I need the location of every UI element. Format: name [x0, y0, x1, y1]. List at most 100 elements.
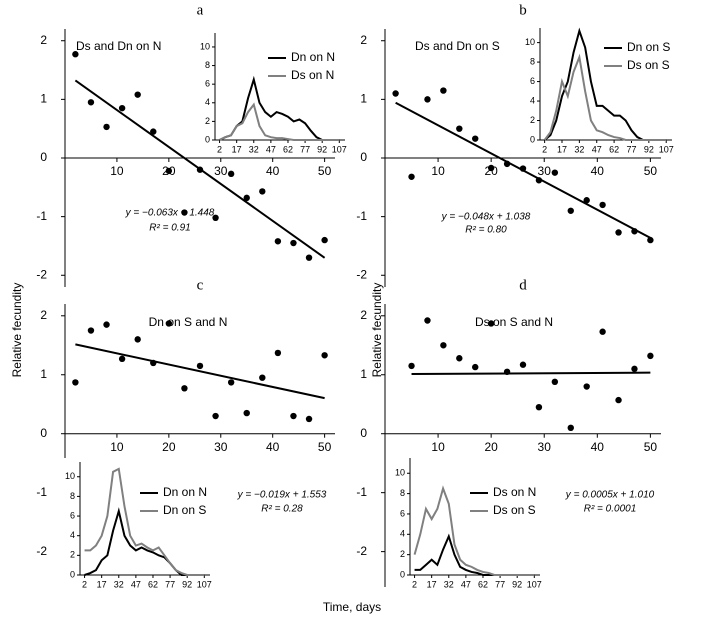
- legend-label: Dn on S: [163, 503, 206, 517]
- x-tick-label: 92: [317, 144, 327, 154]
- series-line: [543, 53, 667, 141]
- panel-title: Ds on S and N: [475, 315, 553, 329]
- legend-label: Ds on N: [493, 485, 536, 499]
- point: [103, 321, 110, 328]
- legend-label: Ds on N: [291, 68, 334, 82]
- point: [456, 125, 463, 132]
- x-tick-label: 62: [283, 144, 293, 154]
- x-tick-label: 107: [527, 579, 542, 589]
- point: [181, 209, 188, 216]
- x-tick-label: 40: [591, 164, 605, 178]
- point: [519, 165, 527, 172]
- point: [321, 352, 328, 359]
- point: [134, 91, 141, 98]
- r-squared: R² = 0.91: [149, 223, 190, 234]
- point: [274, 349, 282, 357]
- x-tick-label: 32: [444, 579, 454, 589]
- point: [456, 355, 463, 362]
- series-line: [219, 102, 340, 141]
- x-tick-label: 62: [478, 579, 488, 589]
- point: [259, 374, 266, 381]
- equation: y = −0.063x + 1.448: [125, 208, 215, 219]
- panel-letter: a: [197, 2, 204, 18]
- y-tick-label: 8: [400, 488, 405, 498]
- y-tick-label: 0: [205, 134, 210, 144]
- x-tick-label: 2: [82, 579, 87, 589]
- y-tick-label: 10: [200, 41, 210, 51]
- y-tick-label: 8: [70, 491, 75, 501]
- point: [165, 320, 173, 327]
- inset-background: [193, 29, 349, 156]
- y-tick-label: 0: [400, 569, 405, 579]
- y-tick-label: 0: [40, 150, 47, 164]
- y-tick-label: 1: [40, 92, 47, 106]
- x-tick-label: 92: [644, 144, 654, 154]
- point: [647, 352, 654, 360]
- y-tick-label: 2: [360, 308, 367, 322]
- point: [243, 409, 250, 417]
- series-line: [84, 467, 205, 576]
- x-tick-label: 50: [644, 440, 658, 454]
- point: [196, 362, 204, 370]
- point: [503, 368, 511, 376]
- series-line: [413, 485, 535, 576]
- trend-line: [411, 371, 651, 376]
- y-tick-label: 6: [400, 508, 405, 518]
- equation: y = −0.048x + 1.038: [441, 212, 531, 223]
- y-tick-label: 0: [70, 569, 75, 579]
- point: [87, 99, 95, 106]
- y-tick-label: 4: [530, 95, 535, 105]
- x-tick-label: 17: [97, 579, 107, 589]
- point: [72, 51, 79, 58]
- point: [150, 359, 157, 367]
- panel-letter: c: [197, 277, 204, 293]
- point: [440, 342, 447, 349]
- y-tick-label: 8: [205, 60, 210, 70]
- panel-letter: d: [519, 277, 527, 293]
- x-tick-label: 10: [431, 440, 445, 454]
- x-tick-label: 10: [110, 164, 124, 178]
- point: [134, 336, 141, 343]
- panel-title: Ds and Dn on N: [76, 39, 161, 53]
- point: [631, 365, 638, 373]
- y-tick-label: 0: [360, 426, 367, 440]
- x-axis-label: Time, days: [323, 600, 381, 614]
- y-tick-label: 2: [360, 33, 367, 47]
- y-tick-label: 0: [40, 426, 47, 440]
- x-tick-label: 62: [148, 579, 158, 589]
- x-tick-label: 20: [484, 440, 498, 454]
- equation: y = −0.019x + 1.553: [237, 490, 327, 501]
- legend-label: Ds on S: [493, 503, 536, 517]
- x-tick-label: 77: [626, 144, 636, 154]
- x-tick-label: 40: [266, 164, 280, 178]
- y-tick-label: -1: [356, 209, 367, 223]
- y-tick-label: 6: [530, 76, 535, 86]
- x-tick-label: 107: [197, 579, 212, 589]
- y-tick-label: 0: [530, 134, 535, 144]
- x-tick-label: 47: [131, 579, 141, 589]
- point: [227, 170, 235, 178]
- point: [551, 378, 559, 386]
- y-tick-label: -1: [36, 485, 47, 499]
- point: [305, 254, 313, 261]
- x-tick-label: 10: [431, 164, 445, 178]
- y-tick-label: 2: [40, 33, 47, 47]
- x-tick-label: 32: [574, 144, 584, 154]
- x-tick-label: 47: [592, 144, 602, 154]
- point: [440, 87, 447, 94]
- point: [599, 201, 606, 209]
- point: [72, 379, 79, 386]
- point: [392, 90, 399, 97]
- point: [567, 424, 574, 432]
- r-squared: R² = 0.28: [261, 504, 303, 515]
- x-tick-label: 62: [609, 144, 619, 154]
- point: [583, 383, 590, 390]
- point: [599, 328, 606, 335]
- y-tick-label: -2: [356, 544, 367, 558]
- x-tick-label: 50: [318, 164, 332, 178]
- y-axis-label: Relative fecundity: [370, 283, 384, 378]
- trend-line: [75, 343, 325, 400]
- point: [615, 396, 622, 404]
- x-tick-label: 30: [214, 164, 228, 178]
